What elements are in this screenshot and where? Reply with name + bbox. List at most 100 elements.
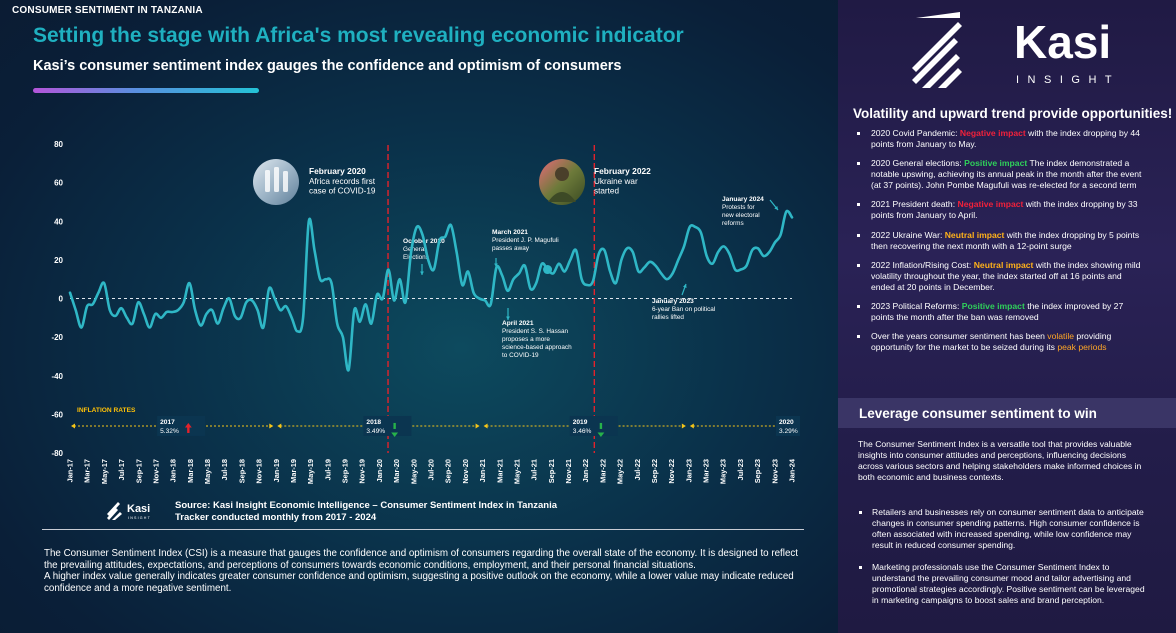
x-tick-label: May-22 (616, 459, 625, 484)
inflation-label: INFLATION RATES (77, 407, 136, 414)
summary-text: Over the years consumer sentiment has be… (871, 331, 1048, 342)
y-tick-label: 80 (54, 140, 63, 149)
headline: Setting the stage with Africa's most rev… (33, 24, 684, 47)
x-tick-label: Jul-20 (427, 459, 436, 480)
y-tick-label: -80 (51, 449, 63, 458)
x-tick-label: Mar-20 (392, 459, 401, 483)
subheadline: Kasi’s consumer sentiment index gauges t… (33, 58, 622, 74)
x-tick-label: Sep-18 (237, 459, 246, 483)
event-photos (253, 159, 585, 205)
x-tick-label: Sep-17 (134, 459, 143, 483)
x-tick-label: May-18 (203, 459, 212, 484)
x-tick-label: Jul-22 (633, 459, 642, 480)
x-tick-label: May-23 (719, 459, 728, 484)
x-tick-label: Nov-21 (564, 459, 573, 484)
inflation-label-bg (776, 415, 800, 436)
x-tick-label: Jan-20 (375, 459, 384, 482)
impact-detail: with the index showing mild volatility t… (871, 259, 1141, 292)
event-text: Africa records first (309, 177, 376, 186)
event-text: science-based approach (502, 344, 572, 351)
event-title: April 2021 (502, 320, 534, 327)
soldier-body-icon (548, 192, 576, 202)
sentiment-chart: 80 60 40 20 0 -20 -40 -60 -80 Jan-17 Mar-17 May-17… (51, 140, 800, 484)
kasi-stripes-icon (107, 502, 122, 520)
down-arrow-head (597, 432, 605, 437)
event-title: February 2022 (594, 166, 651, 176)
kasi-stripes-icon (912, 12, 962, 88)
up-arrow-icon (187, 426, 190, 433)
down-arrow-icon (599, 422, 603, 429)
up-arrow-head (184, 422, 192, 428)
down-arrow-icon (393, 422, 396, 429)
event-text: case of COVID-19 (309, 187, 376, 196)
event-arrow-head (506, 316, 510, 320)
leverage-intro: The Consumer Sentiment Index is a versat… (858, 439, 1142, 482)
event-text: started (594, 187, 619, 196)
x-tick-label: May-20 (409, 459, 418, 484)
x-tick-label: Sep-21 (547, 459, 556, 483)
inflation-year: 2017 (160, 419, 175, 426)
description-paragraph: The Consumer Sentiment Index (CSI) is a … (44, 548, 799, 571)
inflation-rate: 3.46% (573, 428, 592, 435)
impact-detail: The index demonstrated a notable upswing… (871, 158, 1142, 191)
vial-icon (283, 171, 288, 192)
brand-tagline: INSIGHT (1016, 74, 1120, 86)
vial-icon (274, 167, 279, 192)
leverage-title: Leverage consumer sentiment to win (859, 406, 1097, 421)
event-arrow-head (682, 284, 687, 288)
inflation-arrow-left (483, 423, 488, 429)
event-arrow-head (420, 271, 424, 275)
y-tick-label: 40 (54, 217, 63, 226)
source-logo-name: Kasi (127, 503, 150, 515)
inflation-arrow-left (277, 423, 282, 429)
event-text: reforms (722, 220, 744, 227)
kasi-insight-logo: Kasi INSIGHT (912, 12, 1120, 88)
description: The Consumer Sentiment Index (CSI) is a … (44, 548, 814, 594)
event-lead: 2020 General elections: (871, 158, 965, 169)
x-tick-label: Jan-24 (788, 458, 797, 482)
inflation-band: INFLATION RATES 2017 5.32% 2018 3.49% 2019 3.4… (71, 407, 800, 437)
y-axis: 80 60 40 20 0 -20 -40 -60 -80 (51, 140, 63, 458)
inflation-label-bg (363, 415, 412, 436)
down-arrow-head (391, 432, 399, 437)
accent-bar (33, 88, 259, 93)
x-tick-label: Mar-22 (598, 459, 607, 483)
x-tick-label: Jan-19 (272, 459, 281, 482)
inflation-arrow-left (689, 423, 694, 429)
source-line-2: Tracker conducted monthly from 2017 - 20… (175, 512, 377, 523)
inflation-arrow-right (681, 423, 686, 429)
volatility-summary-item: Over the years consumer sentiment has be… (853, 331, 1143, 353)
impact-label: Negative impact (957, 199, 1024, 210)
leverage-item: Marketing professionals use the Consumer… (858, 562, 1148, 606)
impact-detail: with the index dropping by 44 points fro… (871, 128, 1140, 149)
top-label: CONSUMER SENTIMENT IN TANZANIA (12, 5, 203, 16)
leverage-item: Retailers and businesses rely on consume… (858, 507, 1148, 551)
event-text: rallies lifted (652, 314, 684, 321)
event-text: President J. P. Magufuli (492, 237, 559, 244)
event-text: proposes a more (502, 336, 550, 343)
x-tick-label: Nov-23 (770, 459, 779, 484)
volatility-title: Volatility and upward trend provide oppo… (853, 106, 1173, 121)
x-tick-label: Jan-17 (66, 459, 75, 482)
event-text: to COVID-19 (502, 352, 539, 359)
impact-label: Neutral impact (973, 259, 1034, 270)
event-title: January 2024 (722, 196, 764, 203)
volatility-item: 2022 Ukraine War: Neutral impact with th… (853, 230, 1143, 252)
sentiment-line (68, 209, 794, 372)
x-tick-label: Mar-18 (186, 459, 195, 483)
vial-icon (265, 170, 270, 192)
event-arrow-head (494, 263, 498, 267)
leverage-title-band (838, 398, 1176, 428)
event-title: March 2021 (492, 229, 528, 236)
event-text: President S. S. Hassan (502, 328, 569, 335)
impact-label: Positive impact (964, 158, 1028, 169)
event-text: Elections (403, 254, 429, 261)
x-tick-label: Nov-20 (461, 459, 470, 484)
summary-text: providing opportunity for the market to … (871, 331, 1112, 353)
event-text: passes away (492, 245, 530, 252)
x-tick-label: Jan-23 (684, 459, 693, 482)
leverage-list: Retailers and businesses rely on consume… (858, 507, 1148, 617)
divider (42, 529, 804, 530)
y-tick-label: 20 (54, 256, 63, 265)
x-tick-label: May-17 (100, 459, 109, 484)
